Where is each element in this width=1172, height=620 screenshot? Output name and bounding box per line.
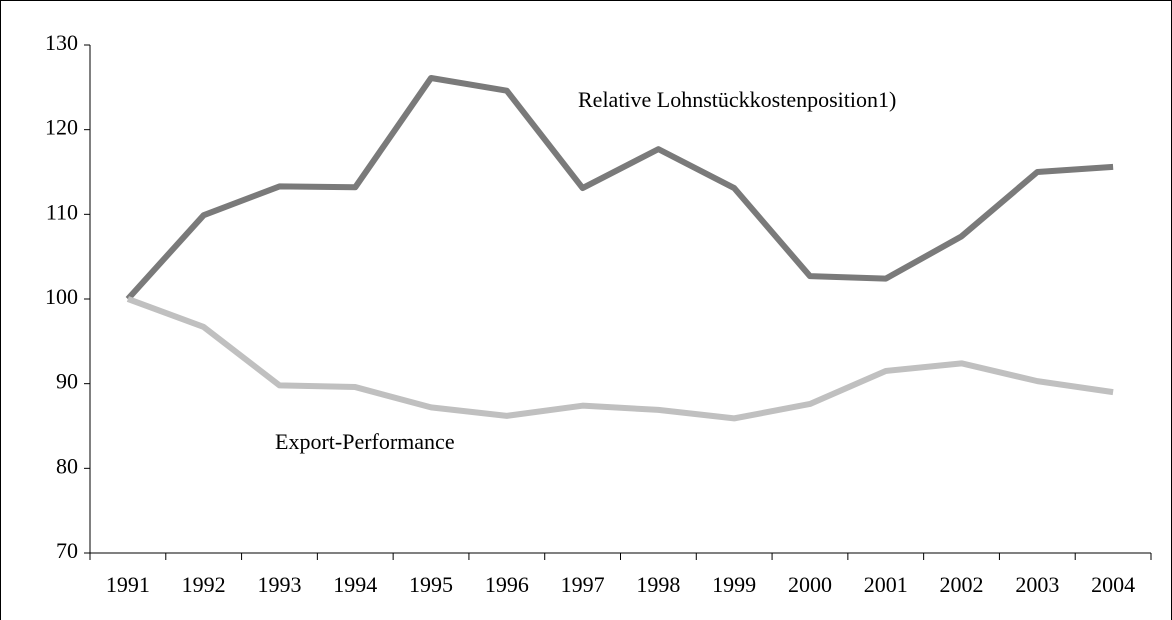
- y-tick-label: 90: [56, 369, 78, 394]
- x-tick-label: 1998: [636, 572, 680, 597]
- y-tick-label: 110: [46, 199, 78, 224]
- series-label: Relative Lohnstückkostenposition1): [578, 87, 896, 112]
- y-tick-label: 100: [45, 284, 78, 309]
- x-tick-label: 1993: [257, 572, 301, 597]
- x-tick-label: 1992: [182, 572, 226, 597]
- x-tick-label: 2003: [1015, 572, 1059, 597]
- x-tick-label: 2001: [864, 572, 908, 597]
- x-tick-label: 1996: [485, 572, 529, 597]
- x-tick-label: 1995: [409, 572, 453, 597]
- x-tick-label: 2002: [940, 572, 984, 597]
- line: [126, 296, 1114, 422]
- x-tick-label: 2000: [788, 572, 832, 597]
- x-tick-label: 1997: [561, 572, 605, 597]
- y-tick-label: 70: [56, 538, 78, 563]
- y-tick-label: 80: [56, 453, 78, 478]
- y-tick-label: 120: [45, 115, 78, 140]
- x-tick-label: 1999: [712, 572, 756, 597]
- x-tick-label: 1991: [106, 572, 150, 597]
- x-tick-label: 2004: [1091, 572, 1135, 597]
- x-tick-label: 1994: [333, 572, 377, 597]
- line: [125, 75, 1114, 302]
- y-tick-label: 130: [45, 30, 78, 55]
- series-label: Export-Performance: [275, 429, 455, 454]
